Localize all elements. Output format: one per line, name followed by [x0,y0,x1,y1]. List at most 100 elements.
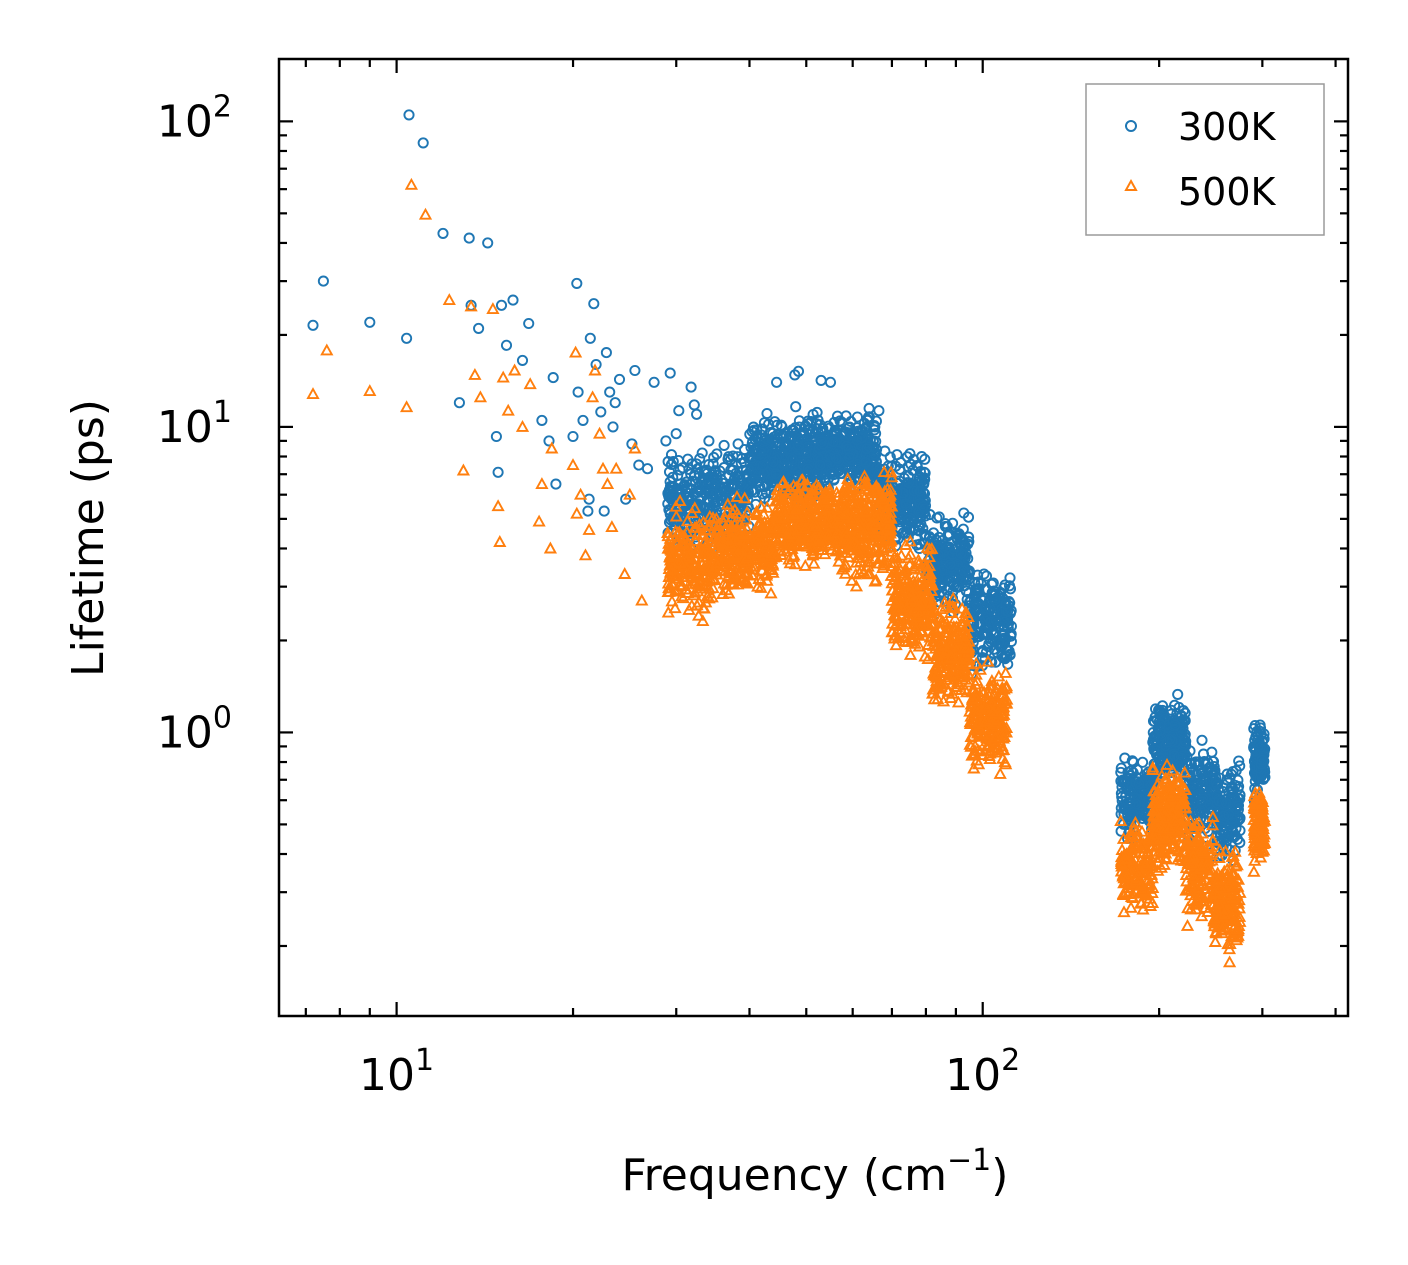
point-500k-2279 [1180,918,1195,931]
point-300k-2375 [1214,772,1226,784]
point-500k-834 [819,515,834,528]
point-300k-2118 [1179,735,1191,747]
point-300k-1632 [986,578,998,590]
point-300k-1158 [879,445,891,457]
point-500k-491 [724,538,738,551]
point-300k-1872 [1115,766,1127,778]
point-300k-1214 [891,449,903,461]
point-300k-2566 [607,421,619,433]
point-300k-1725 [969,583,981,595]
point-300k-2099 [1154,719,1167,731]
point-300k-317 [681,482,693,494]
point-500k-196 [668,584,682,597]
point-300k-1011 [861,443,873,455]
point-300k-2542 [490,430,502,443]
point-300k-645 [789,422,801,434]
point-500k-1659 [993,766,1007,779]
point-300k-2484 [1251,784,1263,796]
point-300k-1284 [914,485,926,497]
point-300k-2404 [1226,786,1238,798]
point-500k-191 [699,595,713,608]
point-300k-1234 [884,451,896,463]
point-300k-293 [725,480,737,492]
point-300k-328 [761,407,773,420]
scatter-points [306,109,1272,968]
point-500k-88 [668,601,682,614]
point-500k-817 [776,521,790,534]
point-500k-760 [782,552,796,565]
point-500k-498 [733,527,747,540]
point-500k-24 [669,509,683,522]
point-300k-1734 [992,620,1004,632]
point-300k-2565 [604,386,616,398]
point-500k-494 [759,523,773,536]
point-300k-2547 [516,354,529,366]
point-300k-2252 [1195,765,1207,777]
point-300k-999 [814,419,826,431]
point-500k-274 [717,576,731,589]
point-500k-428 [750,504,764,517]
point-300k-1700 [970,598,983,610]
point-500k-441 [718,549,733,562]
point-300k-2590 [978,568,990,580]
point-300k-987 [827,469,839,481]
point-500k-205 [683,546,698,559]
point-300k-2587 [824,376,837,388]
point-500k-611 [769,531,783,544]
point-300k-1288 [900,498,912,510]
point-500k-149 [664,581,678,594]
point-300k-1611 [987,577,999,589]
point-300k-1667 [965,595,977,607]
point-500k-810 [833,548,847,561]
point-300k-2579 [685,381,697,393]
point-300k-198 [732,438,744,450]
point-500k-214 [688,551,702,564]
point-500k-219 [669,568,683,581]
point-300k-2582 [718,439,730,451]
point-500k-495 [764,586,778,599]
point-300k-1518 [952,558,964,570]
point-500k-67 [705,590,719,603]
point-300k-2556 [577,414,589,426]
point-300k-2534 [403,109,415,121]
point-300k-2548 [523,317,535,330]
point-300k-2573 [641,463,654,475]
point-300k-1730 [979,614,991,627]
point-300k-2104 [1151,744,1163,757]
point-500k-1593 [948,611,962,624]
point-300k-2588 [863,402,875,414]
point-300k-2215 [1184,745,1196,757]
point-300k-2415 [1218,810,1230,822]
point-300k-1269 [917,500,929,512]
point-500k-476 [754,573,768,586]
point-300k-1735 [989,629,1001,641]
point-300k-2411 [1216,825,1228,837]
point-500k-206 [691,608,706,621]
point-500k-718 [782,530,796,543]
point-300k-677 [800,447,812,459]
point-300k-1525 [944,558,956,571]
point-500k-183 [684,563,698,576]
point-500k-487 [710,543,724,556]
point-300k-651 [786,453,799,465]
point-500k-780 [794,531,808,544]
point-300k-1832 [1137,756,1149,768]
point-300k-1520 [957,565,970,577]
point-300k-1728 [999,579,1011,591]
point-500k-828 [812,532,826,544]
point-300k-2113 [1161,736,1174,748]
point-300k-2537 [453,397,465,409]
point-300k-1544 [1004,572,1016,584]
point-300k-2576 [664,367,676,379]
point-300k-610 [761,433,773,445]
point-500k-846 [809,519,823,532]
point-500k-120 [692,595,706,608]
point-300k-637 [747,421,760,433]
point-500k-204 [691,584,705,597]
point-300k-264 [711,448,723,460]
point-300k-1841 [1116,791,1128,803]
point-300k-227 [690,458,703,470]
point-300k-1156 [916,451,928,463]
point-300k-2552 [550,478,562,490]
